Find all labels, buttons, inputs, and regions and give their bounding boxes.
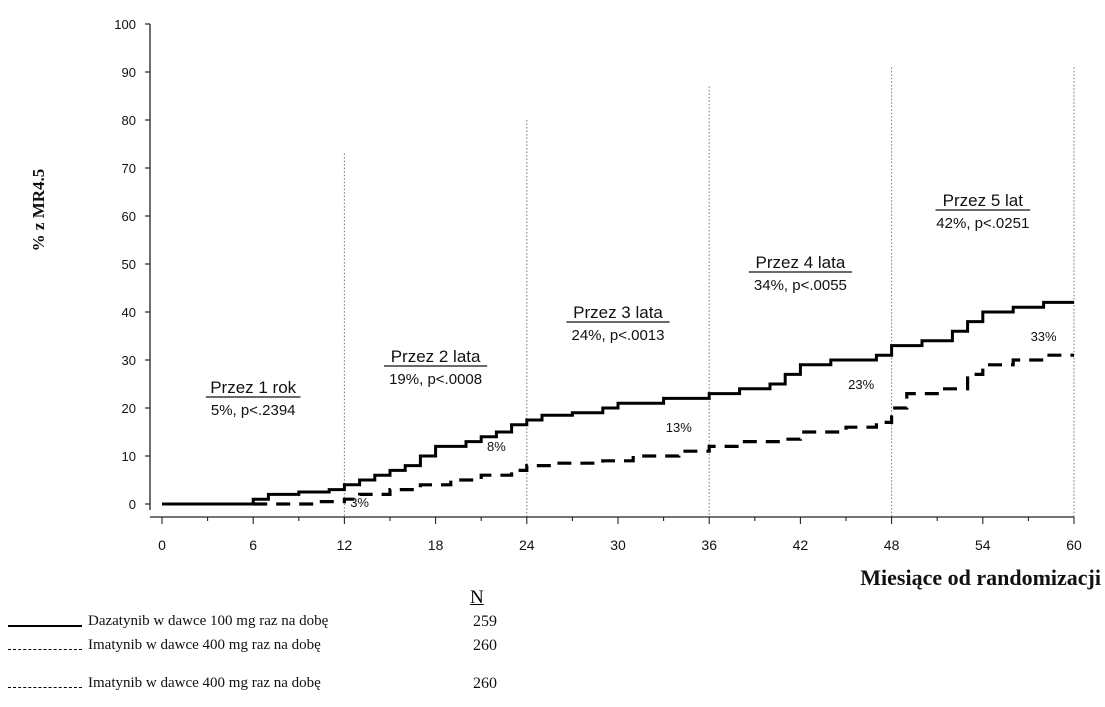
legend-label: Dazatynib w dawce 100 mg raz na dobę [88, 613, 329, 629]
y-tick-label: 100 [114, 17, 136, 32]
x-tick-label: 36 [701, 537, 717, 553]
imatynib-percent-label: 23% [848, 377, 874, 392]
y-tick-label: 50 [122, 257, 136, 272]
annotation-title: Przez 1 rok [210, 378, 296, 397]
y-tick-label: 70 [122, 161, 136, 176]
y-tick-label: 10 [122, 449, 136, 464]
x-tick-label: 30 [610, 537, 626, 553]
x-tick-label: 18 [428, 537, 444, 553]
imatynib-percent-label: 8% [487, 439, 506, 454]
legend-line-dashed [8, 687, 82, 688]
annotation-subtitle: 24%, p<.0013 [572, 327, 665, 344]
x-tick-labels: 0 6 12 18 24 30 36 42 48 54 60 [158, 537, 1082, 553]
annotation-subtitle: 5%, p<.2394 [211, 402, 296, 419]
annotation-subtitle: 34%, p<.0055 [754, 277, 847, 294]
legend-line-solid [8, 625, 82, 627]
imatynib-series-line [253, 353, 1074, 506]
y-axis-label: % z MR4.5 [29, 169, 48, 252]
imatynib-percent-label: 33% [1031, 329, 1057, 344]
period-annotations: Przez 1 rok 5%, p<.2394 Przez 2 lata 19%, p… [205, 191, 1031, 419]
x-tick-label: 48 [884, 537, 900, 553]
imatynib-percent-label: 3% [350, 495, 369, 510]
x-tick-label: 24 [519, 537, 535, 553]
vertical-reference-lines [343, 67, 1075, 517]
x-tick-label: 42 [793, 537, 809, 553]
imatynib-percent-label: 13% [666, 420, 692, 435]
legend: N Dazatynib w dawce 100 mg raz na dobę 2… [0, 585, 560, 707]
y-tick-label: 60 [122, 209, 136, 224]
legend-row-imatynib: Imatynib w dawce 400 mg raz na dobę 260 [8, 635, 548, 659]
y-tick-labels: 0 10 20 30 40 50 60 70 80 90 100 [114, 17, 136, 512]
x-tick-label: 0 [158, 537, 166, 553]
annotation-subtitle: 42%, p<.0251 [936, 215, 1029, 232]
y-tick-label: 40 [122, 305, 136, 320]
legend-row-dazatynib: Dazatynib w dawce 100 mg raz na dobę 259 [8, 611, 548, 635]
annotation-title: Przez 5 lat [943, 191, 1024, 210]
x-tick-label: 6 [249, 537, 257, 553]
legend-n: 259 [473, 613, 497, 630]
legend-label: Imatynib w dawce 400 mg raz na dobę [88, 637, 321, 653]
annotation-subtitle: 19%, p<.0008 [389, 371, 482, 388]
axes [145, 23, 1075, 524]
legend-line-dashed [8, 649, 82, 650]
legend-n: 260 [473, 675, 497, 692]
imatynib-percent-labels: 3% 8% 13% 23% 33% [350, 329, 1057, 510]
x-tick-label: 12 [337, 537, 353, 553]
y-tick-label: 90 [122, 65, 136, 80]
y-tick-label: 30 [122, 353, 136, 368]
annotation-title: Przez 3 lata [573, 303, 663, 322]
y-tick-label: 20 [122, 401, 136, 416]
x-tick-label: 60 [1066, 537, 1082, 553]
chart: 0 10 20 30 40 50 60 70 80 90 100 0 6 12 18 24 30 36 42 48 5… [29, 17, 1101, 590]
x-axis-label: Miesiące od randomizacji [860, 565, 1101, 590]
x-tick-label: 54 [975, 537, 991, 553]
legend-row-imatynib-repeat: Imatynib w dawce 400 mg raz na dobę 260 [8, 673, 548, 697]
y-tick-label: 80 [122, 113, 136, 128]
legend-n-header: N [470, 587, 484, 608]
series-lines [162, 300, 1074, 506]
annotation-title: Przez 2 lata [391, 347, 481, 366]
legend-label: Imatynib w dawce 400 mg raz na dobę [88, 675, 321, 691]
annotation-title: Przez 4 lata [756, 253, 846, 272]
dazatynib-series-line [162, 300, 1074, 506]
legend-n: 260 [473, 637, 497, 654]
y-tick-label: 0 [129, 497, 136, 512]
